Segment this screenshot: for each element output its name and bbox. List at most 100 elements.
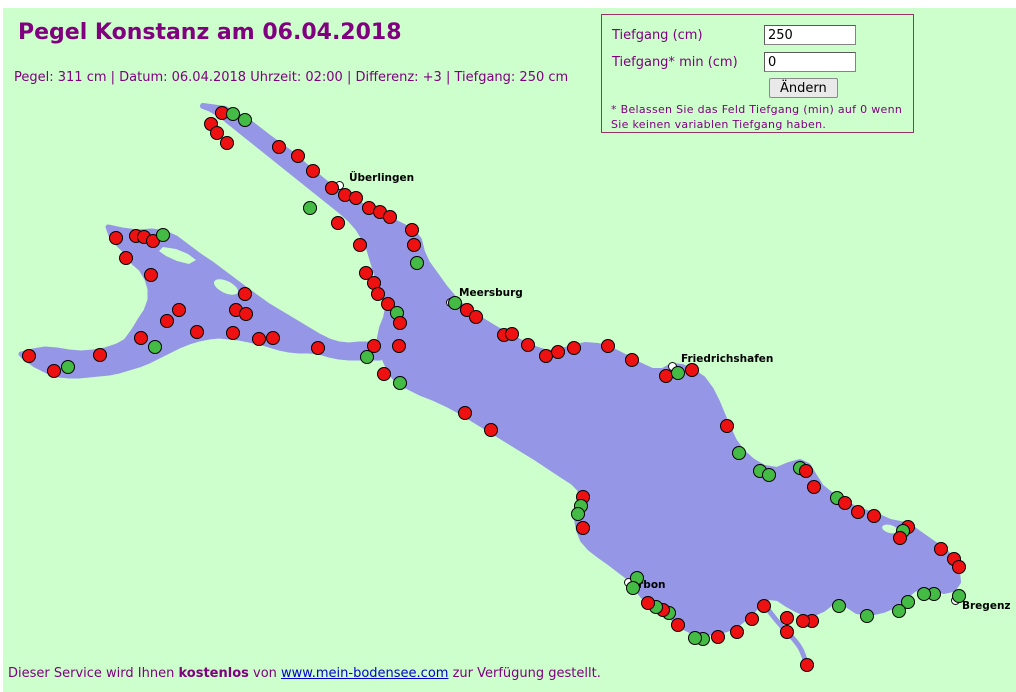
harbour-marker-red[interactable] [851,505,865,519]
harbour-marker-red[interactable] [521,338,535,352]
harbour-marker-red[interactable] [551,345,565,359]
harbour-marker-red[interactable] [711,630,725,644]
harbour-marker-red[interactable] [730,625,744,639]
harbour-marker-red[interactable] [934,542,948,556]
harbour-marker-green[interactable] [901,595,915,609]
harbour-marker-red[interactable] [405,223,419,237]
harbour-marker-green[interactable] [410,256,424,270]
harbour-marker-red[interactable] [371,287,385,301]
harbour-marker-red[interactable] [867,509,881,523]
harbour-marker-red[interactable] [266,331,280,345]
harbour-marker-red[interactable] [160,314,174,328]
harbour-marker-red[interactable] [47,364,61,378]
harbour-marker-red[interactable] [567,341,581,355]
harbour-marker-red[interactable] [807,480,821,494]
harbour-marker-green[interactable] [832,599,846,613]
harbour-marker-red[interactable] [407,238,421,252]
page-title: Pegel Konstanz am 06.04.2018 [18,20,402,45]
reichenau-island [213,279,239,295]
harbour-marker-red[interactable] [576,521,590,535]
change-button[interactable]: Ändern [769,78,838,98]
harbour-marker-red[interactable] [796,614,810,628]
harbour-marker-green[interactable] [732,446,746,460]
draught-form: Tiefgang (cm) Tiefgang* min (cm) Ändern … [601,14,914,133]
harbour-marker-red[interactable] [458,406,472,420]
harbour-marker-red[interactable] [952,560,966,574]
harbour-marker-red[interactable] [393,316,407,330]
harbour-marker-green[interactable] [61,360,75,374]
harbour-marker-red[interactable] [172,303,186,317]
harbour-marker-red[interactable] [671,618,685,632]
harbour-marker-green[interactable] [571,507,585,521]
harbour-marker-red[interactable] [780,611,794,625]
harbour-marker-green[interactable] [303,201,317,215]
harbour-marker-red[interactable] [190,325,204,339]
harbour-marker-green[interactable] [626,581,640,595]
mettnau-peninsula [159,247,196,264]
harbour-marker-red[interactable] [392,339,406,353]
harbour-marker-green[interactable] [448,296,462,310]
harbour-marker-red[interactable] [134,331,148,345]
gauge-status-line: Pegel: 311 cm | Datum: 06.04.2018 Uhrzei… [14,70,569,85]
harbour-marker-red[interactable] [377,367,391,381]
harbour-marker-green[interactable] [917,587,931,601]
harbour-marker-green[interactable] [688,631,702,645]
harbour-marker-green[interactable] [952,589,966,603]
harbour-marker-red[interactable] [210,126,224,140]
harbour-marker-green[interactable] [860,609,874,623]
harbour-marker-red[interactable] [780,625,794,639]
harbour-marker-red[interactable] [745,612,759,626]
harbour-marker-red[interactable] [325,181,339,195]
harbour-marker-green[interactable] [671,366,685,380]
draught-input[interactable] [764,25,856,45]
harbour-marker-red[interactable] [119,251,133,265]
harbour-marker-red[interactable] [893,531,907,545]
harbour-marker-red[interactable] [505,327,519,341]
harbour-marker-red[interactable] [93,348,107,362]
harbour-marker-red[interactable] [220,136,234,150]
harbour-marker-red[interactable] [238,287,252,301]
city-label-meersburg: Meersburg [459,287,523,299]
harbour-marker-green[interactable] [156,228,170,242]
harbour-marker-red[interactable] [109,231,123,245]
harbour-marker-red[interactable] [239,307,253,321]
harbour-marker-red[interactable] [484,423,498,437]
harbour-marker-green[interactable] [148,340,162,354]
harbour-marker-red[interactable] [685,363,699,377]
harbour-marker-red[interactable] [625,353,639,367]
harbour-marker-red[interactable] [601,339,615,353]
harbour-marker-red[interactable] [291,149,305,163]
harbour-marker-red[interactable] [311,341,325,355]
footer-bold: kostenlos [178,666,249,681]
harbour-marker-green[interactable] [892,604,906,618]
harbour-marker-red[interactable] [226,326,240,340]
footer-middle: von [248,666,282,681]
harbour-marker-red[interactable] [800,658,814,672]
harbour-marker-red[interactable] [641,596,655,610]
harbour-marker-red[interactable] [349,191,363,205]
draught-min-input[interactable] [764,52,856,72]
footer-text: Dieser Service wird Ihnen kostenlos von … [8,666,601,681]
harbour-marker-red[interactable] [252,332,266,346]
harbour-marker-red[interactable] [799,464,813,478]
city-label-bregenz: Bregenz [962,600,1011,612]
harbour-marker-red[interactable] [22,349,36,363]
harbour-marker-red[interactable] [838,496,852,510]
harbour-marker-red[interactable] [353,238,367,252]
harbour-marker-red[interactable] [757,599,771,613]
harbour-marker-green[interactable] [762,468,776,482]
draught-label: Tiefgang (cm) [612,28,703,43]
harbour-marker-red[interactable] [272,140,286,154]
harbour-marker-green[interactable] [360,350,374,364]
harbour-marker-red[interactable] [720,419,734,433]
lake-untersee [18,224,384,379]
harbour-marker-red[interactable] [144,268,158,282]
harbour-marker-red[interactable] [367,339,381,353]
harbour-marker-green[interactable] [238,113,252,127]
harbour-marker-green[interactable] [393,376,407,390]
mein-bodensee-link[interactable]: www.mein-bodensee.com [281,666,449,681]
harbour-marker-red[interactable] [383,210,397,224]
harbour-marker-red[interactable] [306,164,320,178]
harbour-marker-red[interactable] [469,310,483,324]
harbour-marker-red[interactable] [331,216,345,230]
